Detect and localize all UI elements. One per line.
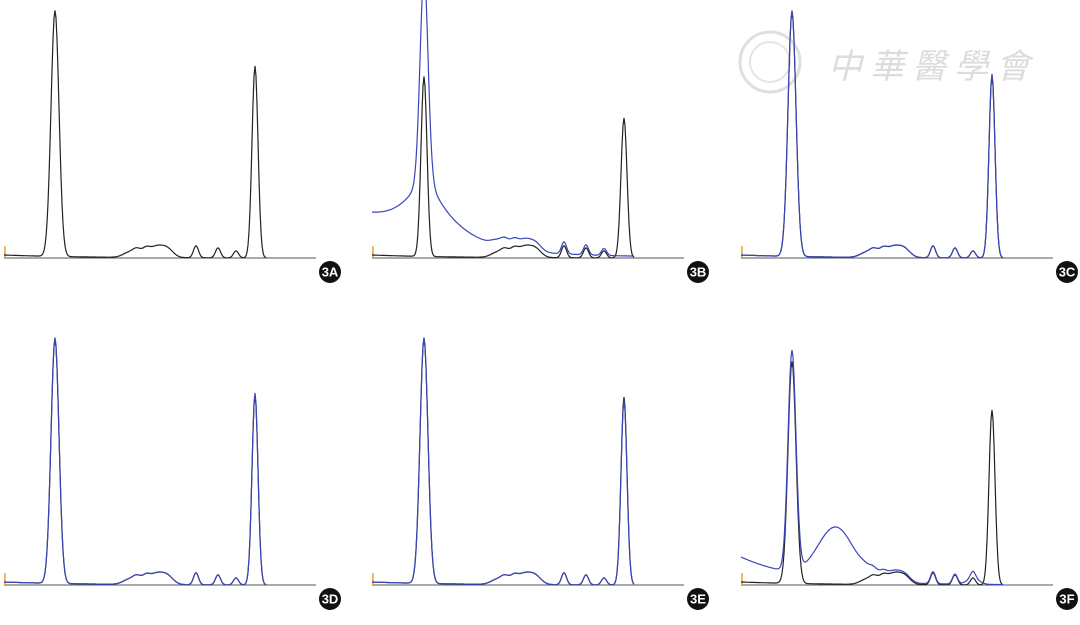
panel-label: 3D — [322, 592, 339, 607]
panel-label: 3C — [1059, 265, 1076, 280]
trace — [741, 10, 1004, 259]
panel-badge — [319, 261, 341, 283]
trace — [372, 337, 635, 586]
trace — [4, 10, 267, 259]
panel-badge — [687, 588, 709, 610]
panel: 3A — [4, 10, 341, 283]
trace — [4, 339, 267, 586]
panel: 3C — [741, 10, 1078, 283]
panel-label: 3A — [322, 265, 339, 280]
trace — [741, 361, 1004, 586]
panel-badge — [687, 261, 709, 283]
trace — [372, 339, 635, 586]
panel: 3E — [372, 337, 709, 610]
trace — [4, 337, 267, 586]
watermark-text: 中華醫學會 — [828, 47, 1038, 87]
panel-label: 3F — [1059, 592, 1074, 607]
panel-label: 3E — [690, 592, 706, 607]
trace — [372, 0, 634, 257]
panel-badge — [1056, 588, 1078, 610]
panel: 3B — [372, 0, 709, 283]
panel-label: 3B — [690, 265, 707, 280]
panel-badge — [1056, 261, 1078, 283]
panel: 3F — [740, 350, 1078, 610]
trace — [372, 76, 635, 259]
trace — [740, 350, 1003, 586]
watermark: 中華醫學會 — [738, 30, 1038, 94]
watermark-logo — [738, 30, 802, 94]
watermark-logo-inner — [749, 41, 791, 83]
panel: 3D — [4, 337, 341, 610]
panel-badge — [319, 588, 341, 610]
